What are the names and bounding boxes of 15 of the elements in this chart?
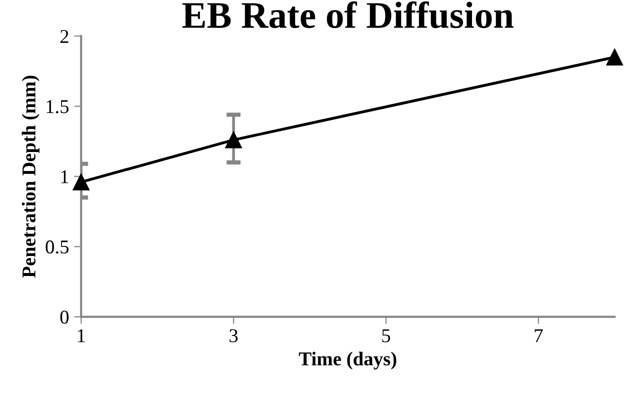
y-tick-label: 1.5 (46, 100, 69, 114)
x-tick-label: 3 (230, 329, 238, 342)
y-tick-label: 0.5 (46, 240, 69, 254)
point (606, 48, 623, 66)
x-tick-label: 1 (78, 329, 85, 342)
point (225, 132, 242, 148)
y-tick-label: 1 (61, 170, 68, 184)
y-tick-label: 2 (60, 30, 68, 43)
chart-title: EB Rate of Diffusion (182, 1, 514, 28)
y-tick-label: 0 (60, 310, 69, 324)
y-axis-title: Penetration Depth (mm) (22, 76, 40, 278)
x-tick-label: 7 (534, 329, 543, 342)
x-tick-label: 5 (382, 329, 390, 342)
point (72, 174, 90, 190)
x-axis-title: Time (days) (298, 352, 396, 370)
